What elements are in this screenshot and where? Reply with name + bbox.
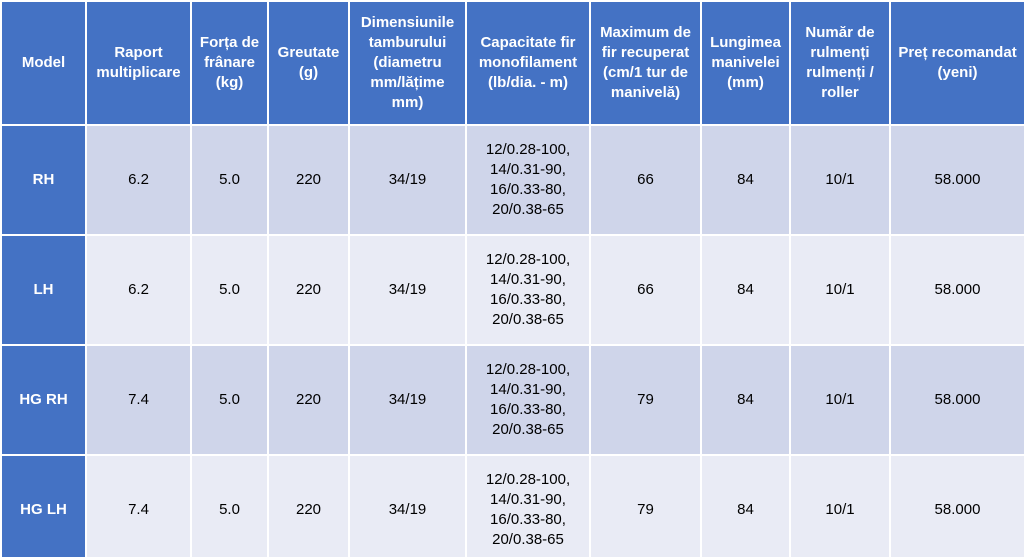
table-cell: 79: [589, 454, 702, 557]
table-cell: 58.000: [889, 344, 1024, 456]
table-cell: 5.0: [190, 344, 269, 456]
table-cell: 84: [700, 344, 791, 456]
header-cell: Forța de frânare (kg): [190, 0, 269, 126]
table-cell: 58.000: [889, 234, 1024, 346]
table-cell: 220: [267, 344, 350, 456]
table-cell: 34/19: [348, 124, 467, 236]
table-cell: 5.0: [190, 234, 269, 346]
table-cell: 79: [589, 344, 702, 456]
table-cell: 58.000: [889, 454, 1024, 557]
table-cell: 6.2: [85, 234, 192, 346]
table-cell: 10/1: [789, 344, 891, 456]
table-cell: 10/1: [789, 234, 891, 346]
table-cell: 84: [700, 454, 791, 557]
header-cell: Greutate (g): [267, 0, 350, 126]
table-cell: 220: [267, 124, 350, 236]
table-cell: 220: [267, 454, 350, 557]
table-cell: 66: [589, 234, 702, 346]
header-cell: Capacitate fir monofilament (lb/dia. - m…: [465, 0, 591, 126]
header-cell: Raport multiplicare: [85, 0, 192, 126]
model-cell: HG RH: [0, 344, 87, 456]
header-cell: Preț recomandat (yeni): [889, 0, 1024, 126]
table-cell: 5.0: [190, 454, 269, 557]
header-cell: Model: [0, 0, 87, 126]
model-cell: LH: [0, 234, 87, 346]
table-cell: 34/19: [348, 234, 467, 346]
table-cell: 84: [700, 234, 791, 346]
table-cell: 12/0.28-100, 14/0.31-90, 16/0.33-80, 20/…: [465, 344, 591, 456]
table-cell: 220: [267, 234, 350, 346]
table-cell: 6.2: [85, 124, 192, 236]
table-row: RH 6.2 5.0 220 34/19 12/0.28-100, 14/0.31-90,…: [0, 124, 1024, 236]
table-cell: 66: [589, 124, 702, 236]
table-cell: 10/1: [789, 124, 891, 236]
table-body: RH 6.2 5.0 220 34/19 12/0.28-100, 14/0.31-90,…: [0, 124, 1024, 557]
model-cell: HG LH: [0, 454, 87, 557]
table-cell: 34/19: [348, 344, 467, 456]
table-cell: 7.4: [85, 454, 192, 557]
header-row: Model Raport multiplicare Forța de frânare…: [0, 0, 1024, 126]
table-row: HG RH 7.4 5.0 220 34/19 12/0.28-100, 14/0.31-…: [0, 344, 1024, 456]
header-cell: Dimensiunile tamburului (diametru mm/lăț…: [348, 0, 467, 126]
table-cell: 5.0: [190, 124, 269, 236]
header-cell: Lungimea manivelei (mm): [700, 0, 791, 126]
table-cell: 7.4: [85, 344, 192, 456]
table-cell: 12/0.28-100, 14/0.31-90, 16/0.33-80, 20/…: [465, 124, 591, 236]
header-cell: Maximum de fir recuperat (cm/1 tur de ma…: [589, 0, 702, 126]
table-cell: 34/19: [348, 454, 467, 557]
table-row: LH 6.2 5.0 220 34/19 12/0.28-100, 14/0.31-90,…: [0, 234, 1024, 346]
table-cell: 10/1: [789, 454, 891, 557]
table-cell: 84: [700, 124, 791, 236]
table-cell: 12/0.28-100, 14/0.31-90, 16/0.33-80, 20/…: [465, 234, 591, 346]
table-cell: 58.000: [889, 124, 1024, 236]
table-row: HG LH 7.4 5.0 220 34/19 12/0.28-100, 14/0.31-…: [0, 454, 1024, 557]
model-cell: RH: [0, 124, 87, 236]
table-cell: 12/0.28-100, 14/0.31-90, 16/0.33-80, 20/…: [465, 454, 591, 557]
header-cell: Număr de rulmenți rulmenți / roller: [789, 0, 891, 126]
